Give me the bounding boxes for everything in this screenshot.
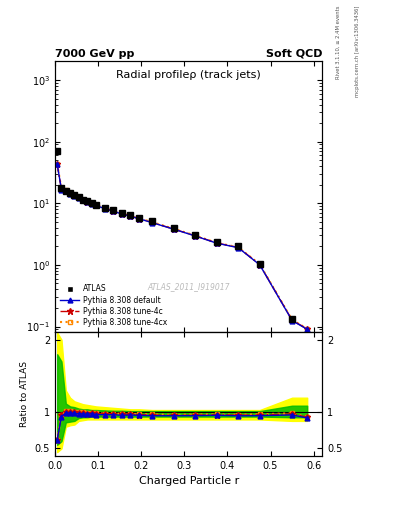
Legend: ATLAS, Pythia 8.308 default, Pythia 8.308 tune-4c, Pythia 8.308 tune-4cx: ATLAS, Pythia 8.308 default, Pythia 8.30…: [59, 283, 168, 329]
X-axis label: Charged Particle r: Charged Particle r: [138, 476, 239, 486]
Text: ATLAS_2011_I919017: ATLAS_2011_I919017: [147, 282, 230, 291]
Text: Rivet 3.1.10, ≥ 2.4M events: Rivet 3.1.10, ≥ 2.4M events: [336, 5, 340, 79]
Y-axis label: Ratio to ATLAS: Ratio to ATLAS: [20, 361, 29, 427]
Text: mcplots.cern.ch [arXiv:1306.3436]: mcplots.cern.ch [arXiv:1306.3436]: [355, 5, 360, 97]
Text: 7000 GeV pp: 7000 GeV pp: [55, 49, 134, 59]
Text: Radial profileρ (track jets): Radial profileρ (track jets): [116, 70, 261, 79]
Text: Soft QCD: Soft QCD: [266, 49, 322, 59]
